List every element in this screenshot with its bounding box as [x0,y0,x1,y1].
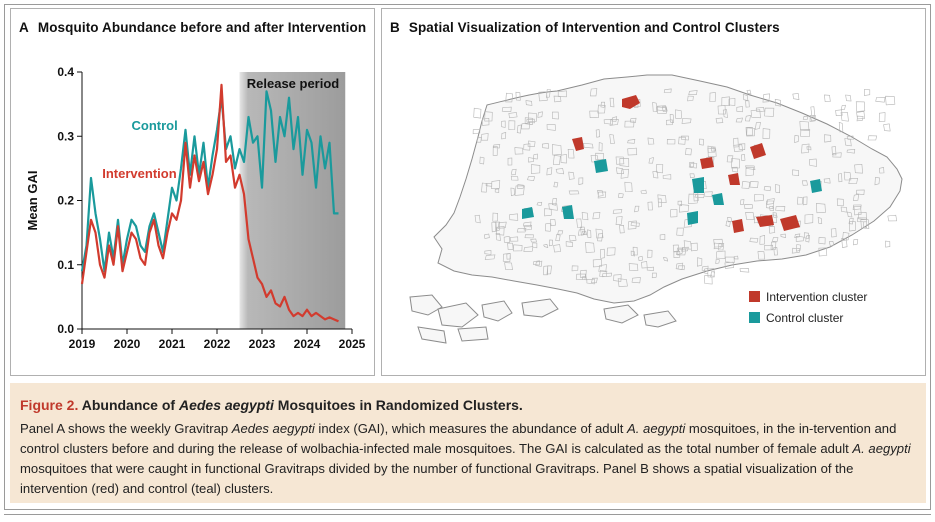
panel-b-title: B Spatial Visualization of Intervention a… [390,20,780,35]
y-tick-label: 0.1 [57,258,74,272]
legend-label-intervention: Intervention cluster [766,290,867,304]
x-tick-label: 2025 [339,337,366,351]
panel-a-letter: A [19,20,29,35]
release-period-label: Release period [247,76,340,91]
caption-body-part: Panel A shows the weekly Gravitrap [20,421,232,436]
intervention-cluster [700,157,714,169]
control-clusters [522,159,822,225]
y-tick-label: 0.4 [57,65,74,79]
subzone-cells [472,88,898,287]
x-tick-label: 2019 [69,337,96,351]
caption-title-pre: Abundance of [81,397,179,413]
subzone-grid [472,88,898,287]
control-series-label: Control [132,118,178,133]
x-tick-label: 2024 [294,337,321,351]
caption-body-part: mosquitoes, in the in-tervention and con… [20,421,897,456]
legend-label-control: Control cluster [766,311,843,325]
control-cluster [712,193,724,205]
caption-body-italic: Aedes aegypti [231,421,315,436]
release-period-shade [239,72,346,329]
y-tick-label: 0.2 [57,194,74,208]
intervention-cluster [572,137,584,151]
caption-title-post: Mosquitoes in Randomized Clusters. [273,397,523,413]
bottom-rule [4,514,931,515]
figure-caption: Figure 2. Abundance of Aedes aegypti Mos… [10,383,926,503]
x-tick-label: 2020 [114,337,141,351]
cluster-map: Intervention cluster Control cluster [409,74,903,344]
caption-body-italic: A. aegypti [852,441,911,456]
intervention-series-label: Intervention [102,166,176,181]
control-series-line [80,90,339,273]
intervention-cluster [622,95,640,109]
panel-a: A Mosquito Abundance before and after Int… [10,8,375,376]
caption-figure-label: Figure 2. [20,397,79,413]
island-outline [433,74,903,304]
intervention-cluster [750,143,766,159]
caption-body-part: mosquitoes that were caught in functiona… [20,461,854,496]
legend-swatch-control [749,312,760,323]
x-tick-label: 2021 [159,337,186,351]
y-tick-label: 0.0 [57,322,74,336]
control-cluster [562,205,574,219]
caption-title: Figure 2. Abundance of Aedes aegypti Mos… [20,397,523,413]
caption-body: Panel A shows the weekly Gravitrap Aedes… [20,419,918,499]
x-tick-label: 2023 [249,337,276,351]
caption-body-italic: A. aegypti [627,421,686,436]
control-cluster [594,159,608,173]
panel-b-letter: B [390,20,400,35]
panel-b-title-text: Spatial Visualization of Intervention an… [408,20,780,35]
intervention-cluster [732,219,744,233]
intervention-clusters [572,95,800,233]
intervention-cluster [780,215,800,231]
caption-title-italic: Aedes aegypti [178,397,274,413]
abundance-line-chart: Release period 0.0 0.1 0.2 0.3 0.4 2019 2020 20… [25,65,366,351]
x-tick-label: 2022 [204,337,231,351]
intervention-cluster [756,215,774,227]
panel-a-title-text: Mosquito Abundance before and after Inte… [37,20,367,35]
control-cluster [522,207,534,219]
map-legend: Intervention cluster Control cluster [749,290,867,325]
figure-frame [4,4,931,510]
intervention-series-line [80,83,339,323]
caption-body-part: index (GAI), which measures the abundanc… [314,421,628,436]
legend-swatch-intervention [749,291,760,302]
control-cluster [692,177,704,193]
intervention-cluster [728,173,740,185]
southern-islands [409,294,677,344]
panel-b: B Spatial Visualization of Intervention a… [381,8,926,376]
y-tick-label: 0.3 [57,129,74,143]
control-cluster [687,211,698,225]
y-axis-label: Mean GAI [25,171,40,231]
control-cluster [810,179,822,193]
panel-a-title: A Mosquito Abundance before and after Int… [19,20,366,35]
